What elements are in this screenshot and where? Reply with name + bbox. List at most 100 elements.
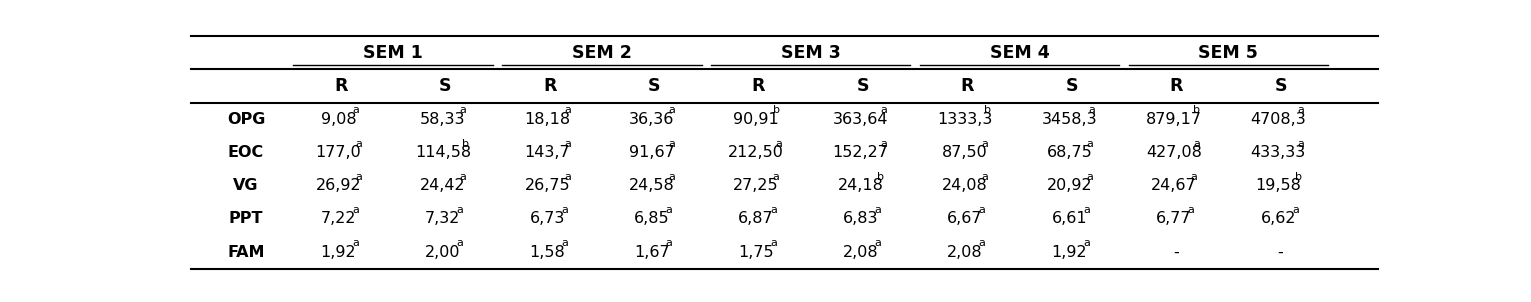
Text: 6,87: 6,87 bbox=[738, 211, 775, 226]
Text: a: a bbox=[981, 172, 989, 182]
Text: 18,18: 18,18 bbox=[524, 112, 571, 127]
Text: a: a bbox=[1292, 205, 1298, 215]
Text: a: a bbox=[563, 172, 571, 182]
Text: b: b bbox=[877, 172, 885, 182]
Text: a: a bbox=[563, 105, 571, 115]
Text: a: a bbox=[978, 205, 986, 215]
Text: 2,08: 2,08 bbox=[842, 245, 879, 260]
Text: 6,67: 6,67 bbox=[948, 211, 983, 226]
Text: 24,42: 24,42 bbox=[419, 178, 465, 193]
Text: a: a bbox=[880, 105, 886, 115]
Text: 24,08: 24,08 bbox=[942, 178, 987, 193]
Text: 24,67: 24,67 bbox=[1151, 178, 1197, 193]
Text: a: a bbox=[456, 205, 464, 215]
Text: a: a bbox=[563, 139, 571, 149]
Text: 1,92: 1,92 bbox=[1052, 245, 1087, 260]
Text: a: a bbox=[874, 205, 882, 215]
Text: b: b bbox=[773, 105, 779, 115]
Text: a: a bbox=[352, 238, 360, 248]
Text: 1333,3: 1333,3 bbox=[937, 112, 992, 127]
Text: a: a bbox=[1082, 205, 1090, 215]
Text: 177,0: 177,0 bbox=[315, 145, 361, 160]
Text: 1,92: 1,92 bbox=[320, 245, 357, 260]
Text: a: a bbox=[1188, 205, 1194, 215]
Text: a: a bbox=[355, 172, 361, 182]
Text: SEM 2: SEM 2 bbox=[573, 44, 632, 62]
Text: a: a bbox=[355, 139, 361, 149]
Text: SEM 4: SEM 4 bbox=[989, 44, 1049, 62]
Text: 363,64: 363,64 bbox=[833, 112, 888, 127]
Text: VG: VG bbox=[233, 178, 259, 193]
Text: 6,83: 6,83 bbox=[844, 211, 879, 226]
Text: a: a bbox=[1085, 139, 1093, 149]
Text: 20,92: 20,92 bbox=[1047, 178, 1092, 193]
Text: b: b bbox=[984, 105, 992, 115]
Text: a: a bbox=[1082, 238, 1090, 248]
Text: a: a bbox=[1298, 105, 1304, 115]
Text: S: S bbox=[439, 77, 452, 95]
Text: 1,75: 1,75 bbox=[738, 245, 775, 260]
Text: S: S bbox=[857, 77, 870, 95]
Text: SEM 5: SEM 5 bbox=[1199, 44, 1258, 62]
Text: 7,22: 7,22 bbox=[322, 211, 357, 226]
Text: OPG: OPG bbox=[227, 112, 265, 127]
Text: R: R bbox=[544, 77, 556, 95]
Text: a: a bbox=[1298, 139, 1304, 149]
Text: a: a bbox=[880, 139, 886, 149]
Text: 433,33: 433,33 bbox=[1251, 145, 1306, 160]
Text: S: S bbox=[648, 77, 660, 95]
Text: 152,27: 152,27 bbox=[833, 145, 888, 160]
Text: a: a bbox=[459, 172, 467, 182]
Text: 427,08: 427,08 bbox=[1145, 145, 1202, 160]
Text: a: a bbox=[770, 205, 776, 215]
Text: 114,58: 114,58 bbox=[415, 145, 472, 160]
Text: 24,58: 24,58 bbox=[629, 178, 675, 193]
Text: EOC: EOC bbox=[228, 145, 263, 160]
Text: a: a bbox=[776, 139, 782, 149]
Text: a: a bbox=[352, 205, 360, 215]
Text: 68,75: 68,75 bbox=[1047, 145, 1092, 160]
Text: b: b bbox=[1295, 172, 1301, 182]
Text: a: a bbox=[773, 172, 779, 182]
Text: 26,75: 26,75 bbox=[525, 178, 570, 193]
Text: 1,67: 1,67 bbox=[634, 245, 669, 260]
Text: a: a bbox=[978, 238, 986, 248]
Text: FAM: FAM bbox=[227, 245, 265, 260]
Text: R: R bbox=[1170, 77, 1183, 95]
Text: a: a bbox=[1089, 105, 1096, 115]
Text: b: b bbox=[1193, 105, 1200, 115]
Text: 7,32: 7,32 bbox=[426, 211, 461, 226]
Text: 91,67: 91,67 bbox=[629, 145, 675, 160]
Text: 4708,3: 4708,3 bbox=[1251, 112, 1306, 127]
Text: a: a bbox=[560, 238, 568, 248]
Text: a: a bbox=[1085, 172, 1093, 182]
Text: a: a bbox=[666, 238, 672, 248]
Text: 212,50: 212,50 bbox=[729, 145, 784, 160]
Text: S: S bbox=[1274, 77, 1288, 95]
Text: a: a bbox=[669, 139, 675, 149]
Text: 6,77: 6,77 bbox=[1156, 211, 1191, 226]
Text: 26,92: 26,92 bbox=[315, 178, 361, 193]
Text: R: R bbox=[960, 77, 974, 95]
Text: 27,25: 27,25 bbox=[733, 178, 779, 193]
Text: S: S bbox=[1066, 77, 1078, 95]
Text: a: a bbox=[459, 105, 467, 115]
Text: R: R bbox=[334, 77, 348, 95]
Text: a: a bbox=[352, 105, 360, 115]
Text: PPT: PPT bbox=[228, 211, 263, 226]
Text: 58,33: 58,33 bbox=[419, 112, 465, 127]
Text: 879,17: 879,17 bbox=[1145, 112, 1202, 127]
Text: 143,7: 143,7 bbox=[525, 145, 570, 160]
Text: a: a bbox=[1193, 139, 1200, 149]
Text: -: - bbox=[1173, 245, 1179, 260]
Text: 2,08: 2,08 bbox=[948, 245, 983, 260]
Text: a: a bbox=[770, 238, 776, 248]
Text: 3458,3: 3458,3 bbox=[1041, 112, 1098, 127]
Text: 6,73: 6,73 bbox=[530, 211, 565, 226]
Text: SEM 3: SEM 3 bbox=[781, 44, 841, 62]
Text: a: a bbox=[669, 172, 675, 182]
Text: 36,36: 36,36 bbox=[629, 112, 675, 127]
Text: a: a bbox=[666, 205, 672, 215]
Text: b: b bbox=[462, 139, 470, 149]
Text: SEM 1: SEM 1 bbox=[363, 44, 423, 62]
